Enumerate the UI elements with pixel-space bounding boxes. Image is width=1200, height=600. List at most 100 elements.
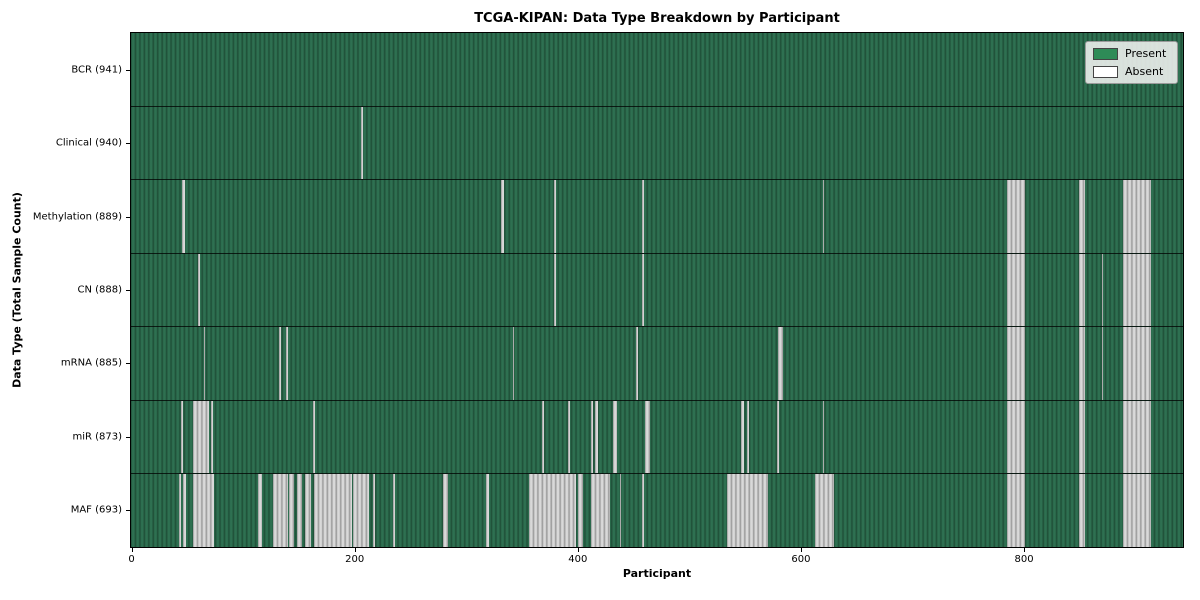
y-tick-mark: [126, 70, 130, 72]
absent-stripe: [1122, 400, 1151, 474]
x-axis-label: Participant: [622, 567, 692, 580]
y-tick-label-mrna: mRNA (885): [60, 357, 122, 369]
plot-area: [130, 32, 1184, 548]
y-tick-label-cn: CN (888): [77, 284, 122, 296]
absent-stripe: [512, 327, 515, 400]
x-tick-label-0: 0: [128, 554, 135, 565]
absent-stripe: [178, 474, 182, 548]
y-tick-mark: [126, 436, 130, 438]
y-tick-mark: [126, 143, 130, 145]
x-tick-label-800: 800: [1014, 554, 1034, 565]
absent-stripe: [443, 474, 448, 548]
absent-stripe: [746, 400, 750, 474]
x-tick-mark: [1024, 548, 1026, 552]
absent-stripe: [642, 474, 644, 548]
absent-stripe: [193, 400, 210, 474]
absent-stripe: [590, 400, 593, 474]
absent-stripe: [1006, 327, 1025, 400]
x-tick-mark: [800, 548, 802, 552]
x-tick-mark: [354, 548, 356, 552]
absent-stripe: [373, 474, 375, 548]
absent-stripe: [1006, 253, 1025, 327]
absent-stripe: [485, 474, 490, 548]
heatmap-row-methylation: [131, 179, 1183, 253]
y-tick-mark: [126, 363, 130, 365]
absent-stripe: [258, 474, 262, 548]
x-tick-label-400: 400: [568, 554, 588, 565]
x-tick-mark: [131, 548, 133, 552]
absent-stripe: [501, 180, 504, 253]
y-tick-mark: [126, 509, 130, 511]
absent-stripe: [636, 327, 639, 400]
absent-stripe: [1079, 180, 1085, 253]
heatmap-row-mir: [131, 399, 1183, 474]
absent-stripe: [619, 474, 622, 548]
absent-stripe: [595, 400, 599, 474]
absent-stripe: [193, 474, 214, 548]
absent-stripe: [529, 474, 577, 548]
y-tick-mark: [126, 290, 130, 291]
y-tick-label-bcr: BCR (941): [71, 64, 122, 76]
absent-stripe: [181, 400, 183, 474]
heatmap-row-bcr: [131, 33, 1183, 106]
absent-stripe: [642, 180, 644, 253]
absent-stripe: [211, 400, 214, 474]
legend-label-present: Present: [1125, 47, 1167, 60]
absent-stripe: [1079, 400, 1085, 474]
absent-stripe: [289, 474, 294, 548]
y-tick-mark: [126, 216, 130, 218]
absent-stripe: [1122, 253, 1151, 327]
heatmap-row-cn: [131, 252, 1183, 327]
absent-stripe: [1006, 474, 1025, 548]
absent-stripe: [568, 400, 571, 474]
absent-stripe: [1122, 180, 1151, 253]
absent-stripe: [1079, 474, 1085, 548]
legend: Present Absent: [1085, 41, 1178, 84]
absent-stripe: [393, 474, 395, 548]
absent-stripe: [360, 106, 363, 180]
absent-stripe: [1101, 327, 1104, 400]
legend-item-present: Present: [1093, 47, 1170, 60]
legend-label-absent: Absent: [1125, 65, 1164, 78]
absent-stripe: [353, 474, 369, 548]
absent-stripe: [645, 400, 650, 474]
absent-stripe: [312, 400, 315, 474]
y-tick-label-clinical: Clinical (940): [55, 137, 122, 149]
absent-stripe: [1101, 253, 1104, 327]
absent-stripe: [778, 327, 783, 400]
legend-item-absent: Absent: [1093, 65, 1170, 78]
absent-stripe: [777, 400, 779, 474]
chart-title: TCGA-KIPAN: Data Type Breakdown by Parti…: [474, 11, 840, 26]
absent-stripe: [182, 180, 185, 253]
x-tick-label-600: 600: [791, 554, 811, 565]
absent-stripe: [553, 180, 557, 253]
absent-stripe: [1122, 474, 1151, 548]
heatmap-row-maf: [131, 473, 1183, 548]
absent-stripe: [642, 253, 644, 327]
heatmap-row-mrna: [131, 326, 1183, 400]
x-tick-mark: [577, 548, 579, 552]
absent-stripe: [197, 253, 201, 327]
y-tick-label-methylation: Methylation (889): [32, 211, 122, 223]
absent-stripe: [553, 253, 557, 327]
absent-stripe: [286, 327, 288, 400]
absent-stripe: [541, 400, 544, 474]
absent-stripe: [741, 400, 744, 474]
y-tick-label-maf: MAF (693): [70, 504, 122, 516]
absent-stripe: [203, 327, 206, 400]
absent-stripe: [612, 400, 618, 474]
absent-stripe: [590, 474, 610, 548]
absent-stripe: [183, 474, 186, 548]
y-tick-label-mir: miR (873): [72, 431, 122, 443]
heatmap-row-clinical: [131, 105, 1183, 180]
absent-stripe: [297, 474, 302, 548]
absent-stripe: [313, 474, 352, 548]
absent-stripe: [279, 327, 282, 400]
absent-stripe: [272, 474, 289, 548]
absent-stripe: [822, 400, 825, 474]
present-swatch-icon: [1093, 47, 1118, 60]
absent-stripe: [1006, 180, 1025, 253]
absent-stripe: [578, 474, 583, 548]
absent-stripe: [1122, 327, 1151, 400]
